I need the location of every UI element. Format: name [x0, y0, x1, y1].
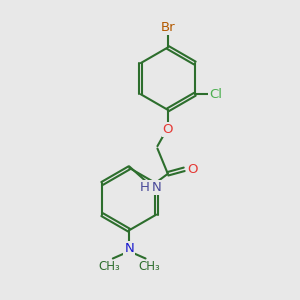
Text: CH₃: CH₃	[98, 260, 120, 273]
Text: Br: Br	[160, 21, 175, 34]
Text: Cl: Cl	[209, 88, 222, 101]
Text: N: N	[152, 181, 162, 194]
Text: O: O	[163, 123, 173, 136]
Text: O: O	[187, 163, 198, 176]
Text: H: H	[140, 181, 150, 194]
Text: N: N	[124, 242, 134, 256]
Text: CH₃: CH₃	[138, 260, 160, 273]
